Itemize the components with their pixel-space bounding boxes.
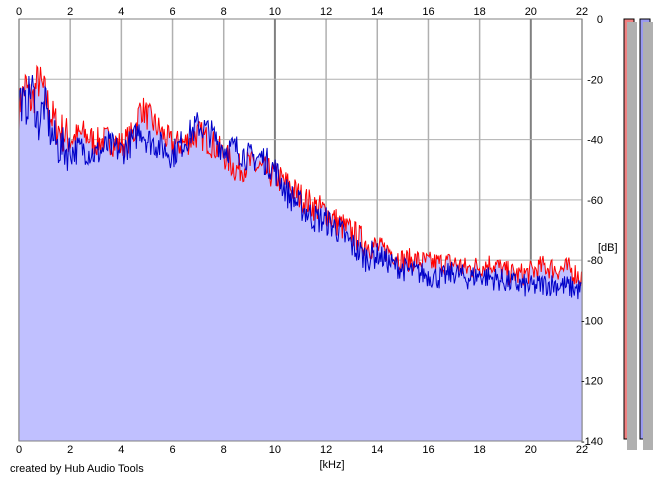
x-axis-unit-label: [kHz] (319, 459, 344, 471)
x-tick-label-top: 16 (422, 6, 434, 18)
x-tick-label-top: 20 (525, 6, 537, 18)
x-tick-label-bottom: 10 (269, 444, 281, 456)
plot-frame (18, 18, 583, 442)
x-tick-label-top: 8 (221, 6, 227, 18)
x-tick-label-bottom: 22 (576, 444, 588, 456)
x-tick-label-bottom: 2 (67, 444, 73, 456)
y-tick-labels: 0 -20 -40 -60 -80 -100 -120 -140 (581, 14, 603, 448)
y-axis-unit-label: [dB] (598, 242, 618, 254)
spectrum-fill-area (19, 66, 582, 442)
level-meters (623, 18, 653, 450)
x-tick-label-top: 6 (169, 6, 175, 18)
x-tick-label-bottom: 6 (169, 444, 175, 456)
y-tick-label: 0 (597, 14, 603, 26)
x-tick-label-bottom: 14 (371, 444, 383, 456)
level-meter-left-shadow (627, 22, 637, 450)
x-tick-labels-bottom: 0 2 4 6 8 10 12 14 16 18 20 22 (16, 444, 588, 456)
x-tick-labels-top: 0 2 4 6 8 10 12 14 16 18 20 22 (16, 6, 588, 18)
x-tick-label-bottom: 16 (422, 444, 434, 456)
y-tick-label: -40 (587, 135, 603, 147)
series-lines (18, 64, 582, 300)
level-meter-right-shadow (643, 22, 653, 450)
x-tick-label-bottom: 20 (525, 444, 537, 456)
x-tick-label-bottom: 8 (221, 444, 227, 456)
x-tick-label-top: 14 (371, 6, 383, 18)
x-tick-label-top: 0 (16, 6, 22, 18)
x-tick-label-top: 10 (269, 6, 281, 18)
x-tick-label-top: 4 (118, 6, 124, 18)
y-tick-label: -60 (587, 195, 603, 207)
x-tick-label-top: 12 (320, 6, 332, 18)
credit-text: created by Hub Audio Tools (10, 463, 144, 475)
y-tick-label: -80 (587, 255, 603, 267)
y-tick-label: -140 (581, 436, 603, 448)
x-tick-label-bottom: 4 (118, 444, 124, 456)
y-tick-label: -100 (581, 315, 603, 327)
x-tick-label-top: 18 (474, 6, 486, 18)
series-line-left (18, 64, 582, 287)
x-tick-label-bottom: 12 (320, 444, 332, 456)
x-tick-label-bottom: 18 (474, 444, 486, 456)
x-tick-label-bottom: 0 (16, 444, 22, 456)
series-line-right (18, 75, 582, 300)
x-tick-label-top: 22 (576, 6, 588, 18)
y-tick-label: -120 (581, 376, 603, 388)
x-tick-label-top: 2 (67, 6, 73, 18)
y-tick-label: -20 (587, 74, 603, 86)
